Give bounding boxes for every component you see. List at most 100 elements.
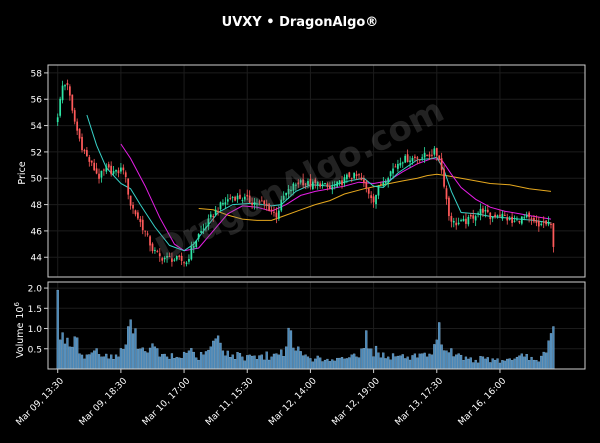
volume-bar bbox=[445, 350, 448, 370]
candle-body bbox=[88, 157, 91, 162]
price-tick-label: 56 bbox=[31, 96, 43, 106]
price-tick-label: 46 bbox=[31, 227, 43, 237]
volume-bar bbox=[345, 358, 348, 370]
candle-body bbox=[76, 121, 79, 131]
candle-body bbox=[389, 171, 392, 177]
candle-body bbox=[302, 179, 305, 186]
price-y-label: Price bbox=[17, 161, 28, 184]
volume-bar bbox=[493, 359, 497, 370]
candle-body bbox=[472, 215, 475, 219]
volume-bar bbox=[340, 357, 344, 370]
volume-bar bbox=[175, 356, 178, 370]
candle-body bbox=[146, 233, 149, 235]
candle-body bbox=[260, 200, 263, 202]
volume-bar bbox=[285, 346, 288, 370]
candle-body bbox=[345, 174, 348, 180]
candle-body bbox=[307, 181, 309, 186]
candle-body bbox=[409, 160, 411, 163]
volume-bar bbox=[78, 353, 81, 370]
price-frame bbox=[47, 64, 586, 278]
volume-bar bbox=[136, 348, 140, 370]
volume-bar bbox=[547, 340, 550, 370]
volume-bar bbox=[180, 358, 183, 370]
volume-bar bbox=[214, 338, 217, 370]
volume-bar bbox=[425, 356, 429, 370]
price-tick-label: 58 bbox=[31, 69, 43, 79]
volume-bar bbox=[503, 360, 506, 370]
candle-body bbox=[141, 219, 144, 231]
volume-bar bbox=[238, 353, 242, 370]
volume-y-label-base: 10 bbox=[15, 307, 26, 319]
candle-body bbox=[285, 192, 288, 196]
volume-bar bbox=[105, 353, 108, 370]
volume-bar bbox=[107, 358, 110, 370]
candle-body bbox=[149, 236, 151, 246]
volume-bar bbox=[287, 327, 290, 370]
candle-body bbox=[243, 196, 246, 200]
volume-bar bbox=[156, 348, 159, 370]
volume-bar bbox=[367, 348, 370, 370]
candle-body bbox=[192, 246, 195, 248]
candle-body bbox=[127, 178, 130, 195]
candle-body bbox=[107, 164, 110, 168]
candle-body bbox=[520, 216, 523, 224]
candle-body bbox=[112, 171, 115, 174]
candle-body bbox=[377, 185, 380, 196]
candle-body bbox=[530, 218, 533, 220]
candle-body bbox=[545, 220, 547, 225]
candle-body bbox=[372, 196, 375, 203]
candle-body bbox=[465, 218, 467, 224]
volume-bar bbox=[236, 352, 239, 370]
candle-body bbox=[171, 258, 173, 262]
candle-body bbox=[542, 221, 545, 223]
candle-body bbox=[151, 243, 154, 252]
candle-body bbox=[61, 85, 64, 101]
candle-body bbox=[188, 258, 190, 262]
volume-tick-label: 1.5 bbox=[28, 305, 42, 315]
candle-body bbox=[59, 98, 62, 116]
volume-bar bbox=[199, 352, 203, 370]
candle-body bbox=[537, 221, 540, 227]
candle-body bbox=[316, 181, 319, 186]
candle-body bbox=[205, 227, 207, 229]
candle-body bbox=[336, 181, 339, 187]
volume-bar bbox=[527, 360, 531, 370]
volume-bar bbox=[289, 330, 293, 370]
volume-bar bbox=[540, 355, 543, 370]
candle-body bbox=[341, 180, 343, 185]
volume-bar bbox=[491, 358, 494, 370]
candle-body bbox=[180, 255, 183, 261]
volume-bar bbox=[165, 356, 169, 370]
candle-body bbox=[363, 179, 365, 183]
candle-body bbox=[253, 202, 256, 205]
candle-body bbox=[426, 154, 428, 156]
volume-bar bbox=[207, 349, 210, 370]
candle-body bbox=[338, 180, 341, 184]
volume-tick-label: 2.0 bbox=[28, 285, 43, 295]
ma-slow-line bbox=[198, 173, 552, 221]
candle-body bbox=[360, 177, 363, 181]
candle-body bbox=[144, 230, 147, 232]
candle-body bbox=[168, 256, 171, 258]
candle-body bbox=[56, 117, 59, 123]
volume-bar bbox=[413, 353, 417, 370]
candle-body bbox=[139, 218, 142, 223]
volume-bar bbox=[455, 354, 458, 370]
volume-bar bbox=[462, 360, 465, 370]
candle-body bbox=[445, 188, 448, 200]
candle-body bbox=[350, 177, 353, 179]
volume-bar bbox=[241, 356, 244, 370]
volume-bar bbox=[467, 358, 470, 370]
candle-body bbox=[234, 196, 236, 201]
volume-bar bbox=[323, 359, 327, 370]
candle-body bbox=[321, 183, 324, 186]
volume-bar bbox=[56, 289, 59, 370]
volume-bar bbox=[515, 356, 519, 370]
volume-bar bbox=[486, 357, 489, 370]
candle-body bbox=[348, 172, 351, 177]
candle-body bbox=[68, 86, 71, 96]
volume-bar bbox=[510, 360, 514, 370]
candle-body bbox=[100, 170, 103, 178]
candle-body bbox=[178, 255, 181, 257]
candle-body bbox=[353, 172, 356, 179]
